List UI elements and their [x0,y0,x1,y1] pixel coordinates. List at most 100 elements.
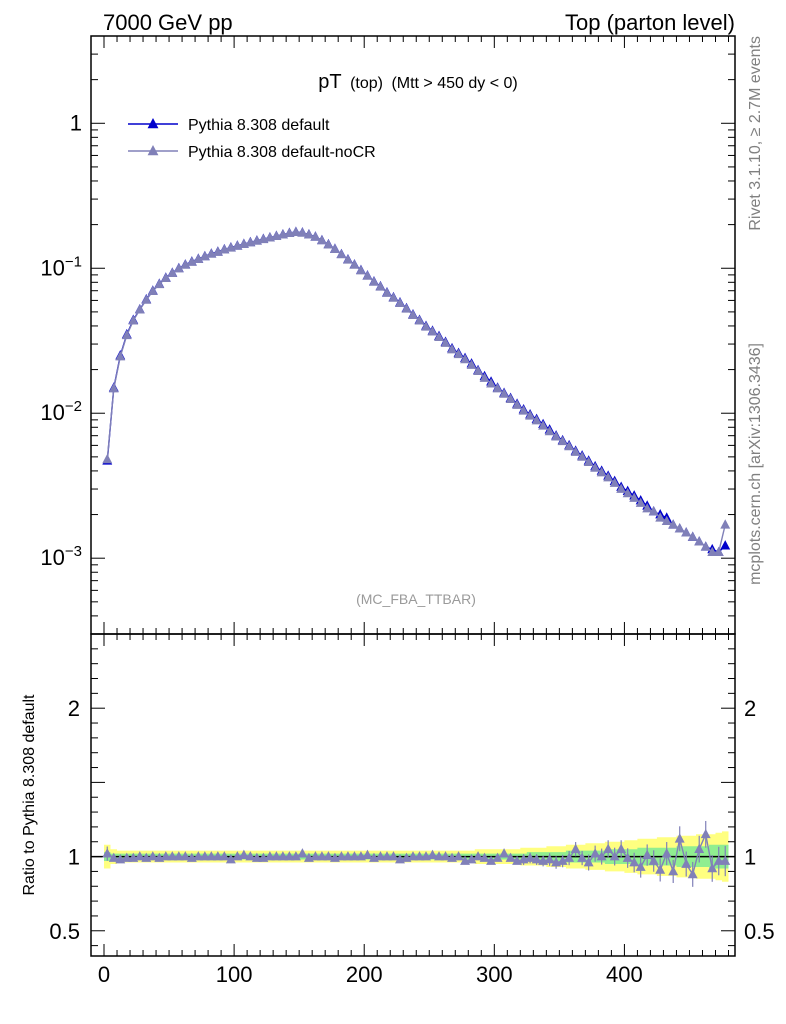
data-point [492,383,503,393]
data-point [349,259,360,269]
data-point [310,231,321,241]
ratio-point [687,868,698,879]
data-point [154,278,165,289]
ratio-point [596,851,607,861]
data-point [577,451,588,461]
data-point [375,281,386,291]
ratio-point [499,848,510,858]
ratio-point [479,852,490,862]
data-point [681,527,692,537]
ratio-point [577,852,588,862]
ratio-point [707,862,718,873]
data-point [700,541,711,551]
ratio-series [102,820,731,887]
y-tick-label: 2 [68,696,80,721]
ratio-point [583,857,594,867]
series-line-0 [106,231,726,554]
data-point [323,239,334,249]
y-tick-label-exp: −3 [65,543,82,560]
ratio-point [160,851,171,861]
ratio-point [525,852,536,862]
ratio-point [427,849,438,859]
analysis-watermark: (MC_FBA_TTBAR) [356,591,476,607]
data-point [199,251,210,261]
ratio-point [408,851,418,861]
ratio-point [609,851,620,861]
data-point [128,315,139,325]
data-point [421,321,431,331]
legend-item-default: Pythia 8.308 default [128,117,330,134]
legend-label-nocr: Pythia 8.308 default-noCR [188,144,376,161]
data-point [212,246,223,256]
y-tick-label-exp: −2 [65,398,82,415]
data-point [518,405,529,415]
ratio-point [434,851,444,861]
header-left: 7000 GeV pp [103,10,233,35]
data-point [401,303,412,313]
data-point [121,329,132,340]
ratio-point [681,858,692,868]
data-point [609,477,620,487]
y-tick-label-base: 10 [40,545,64,570]
ratio-point [720,855,731,865]
data-point [134,304,145,314]
x-tick-label: 100 [216,962,253,987]
data-point [388,292,399,302]
ratio-point [414,851,425,861]
ratio-point [342,851,353,861]
legend-label-default: Pythia 8.308 default [188,117,330,134]
title-main: pT [318,71,341,93]
ratio-point [277,851,288,861]
x-tick-label: 400 [606,962,643,987]
data-point [668,519,679,529]
ratio-point [629,857,640,867]
data-point [395,297,405,307]
ratio-point [473,851,484,861]
ratio-point [466,854,477,864]
data-point [447,344,457,354]
ratio-point [668,865,679,876]
data-point [147,285,158,296]
data-point [596,467,607,477]
ratio-point [635,861,646,871]
series-line-1 [106,231,726,553]
data-point [173,263,184,273]
data-point [427,326,438,336]
ratio-point [674,833,685,843]
ratio-point [486,855,497,865]
y-tick-label-base: 10 [40,400,64,425]
data-point [499,388,510,398]
x-tick-label: 0 [98,962,110,987]
header-right: Top (parton level) [565,10,735,35]
ratio-point [245,851,256,861]
ratio-point [382,851,392,861]
ratio-point [603,843,614,854]
data-point [466,359,477,369]
data-point [473,365,484,376]
ratio-point [251,852,262,862]
data-point [342,254,353,264]
data-point [141,294,152,304]
ratio-point [700,828,711,839]
data-point [603,472,614,482]
ratio-point [310,851,321,861]
ratio-point [193,851,204,861]
data-point [661,515,672,526]
ratio-point [167,851,178,861]
data-point [687,531,698,541]
ratio-point [590,848,601,858]
data-point [564,440,575,451]
data-point [453,348,464,359]
ratio-point [564,852,575,862]
ratio-point [238,849,249,859]
ratio-point [570,843,581,854]
data-point [570,446,581,456]
data-point [193,253,204,264]
data-point [356,264,366,275]
y-tick-label: 10−2 [40,398,82,425]
ratio-point [225,854,236,864]
data-point [382,287,392,297]
ratio-point [219,851,230,861]
ratio-point [180,851,191,861]
